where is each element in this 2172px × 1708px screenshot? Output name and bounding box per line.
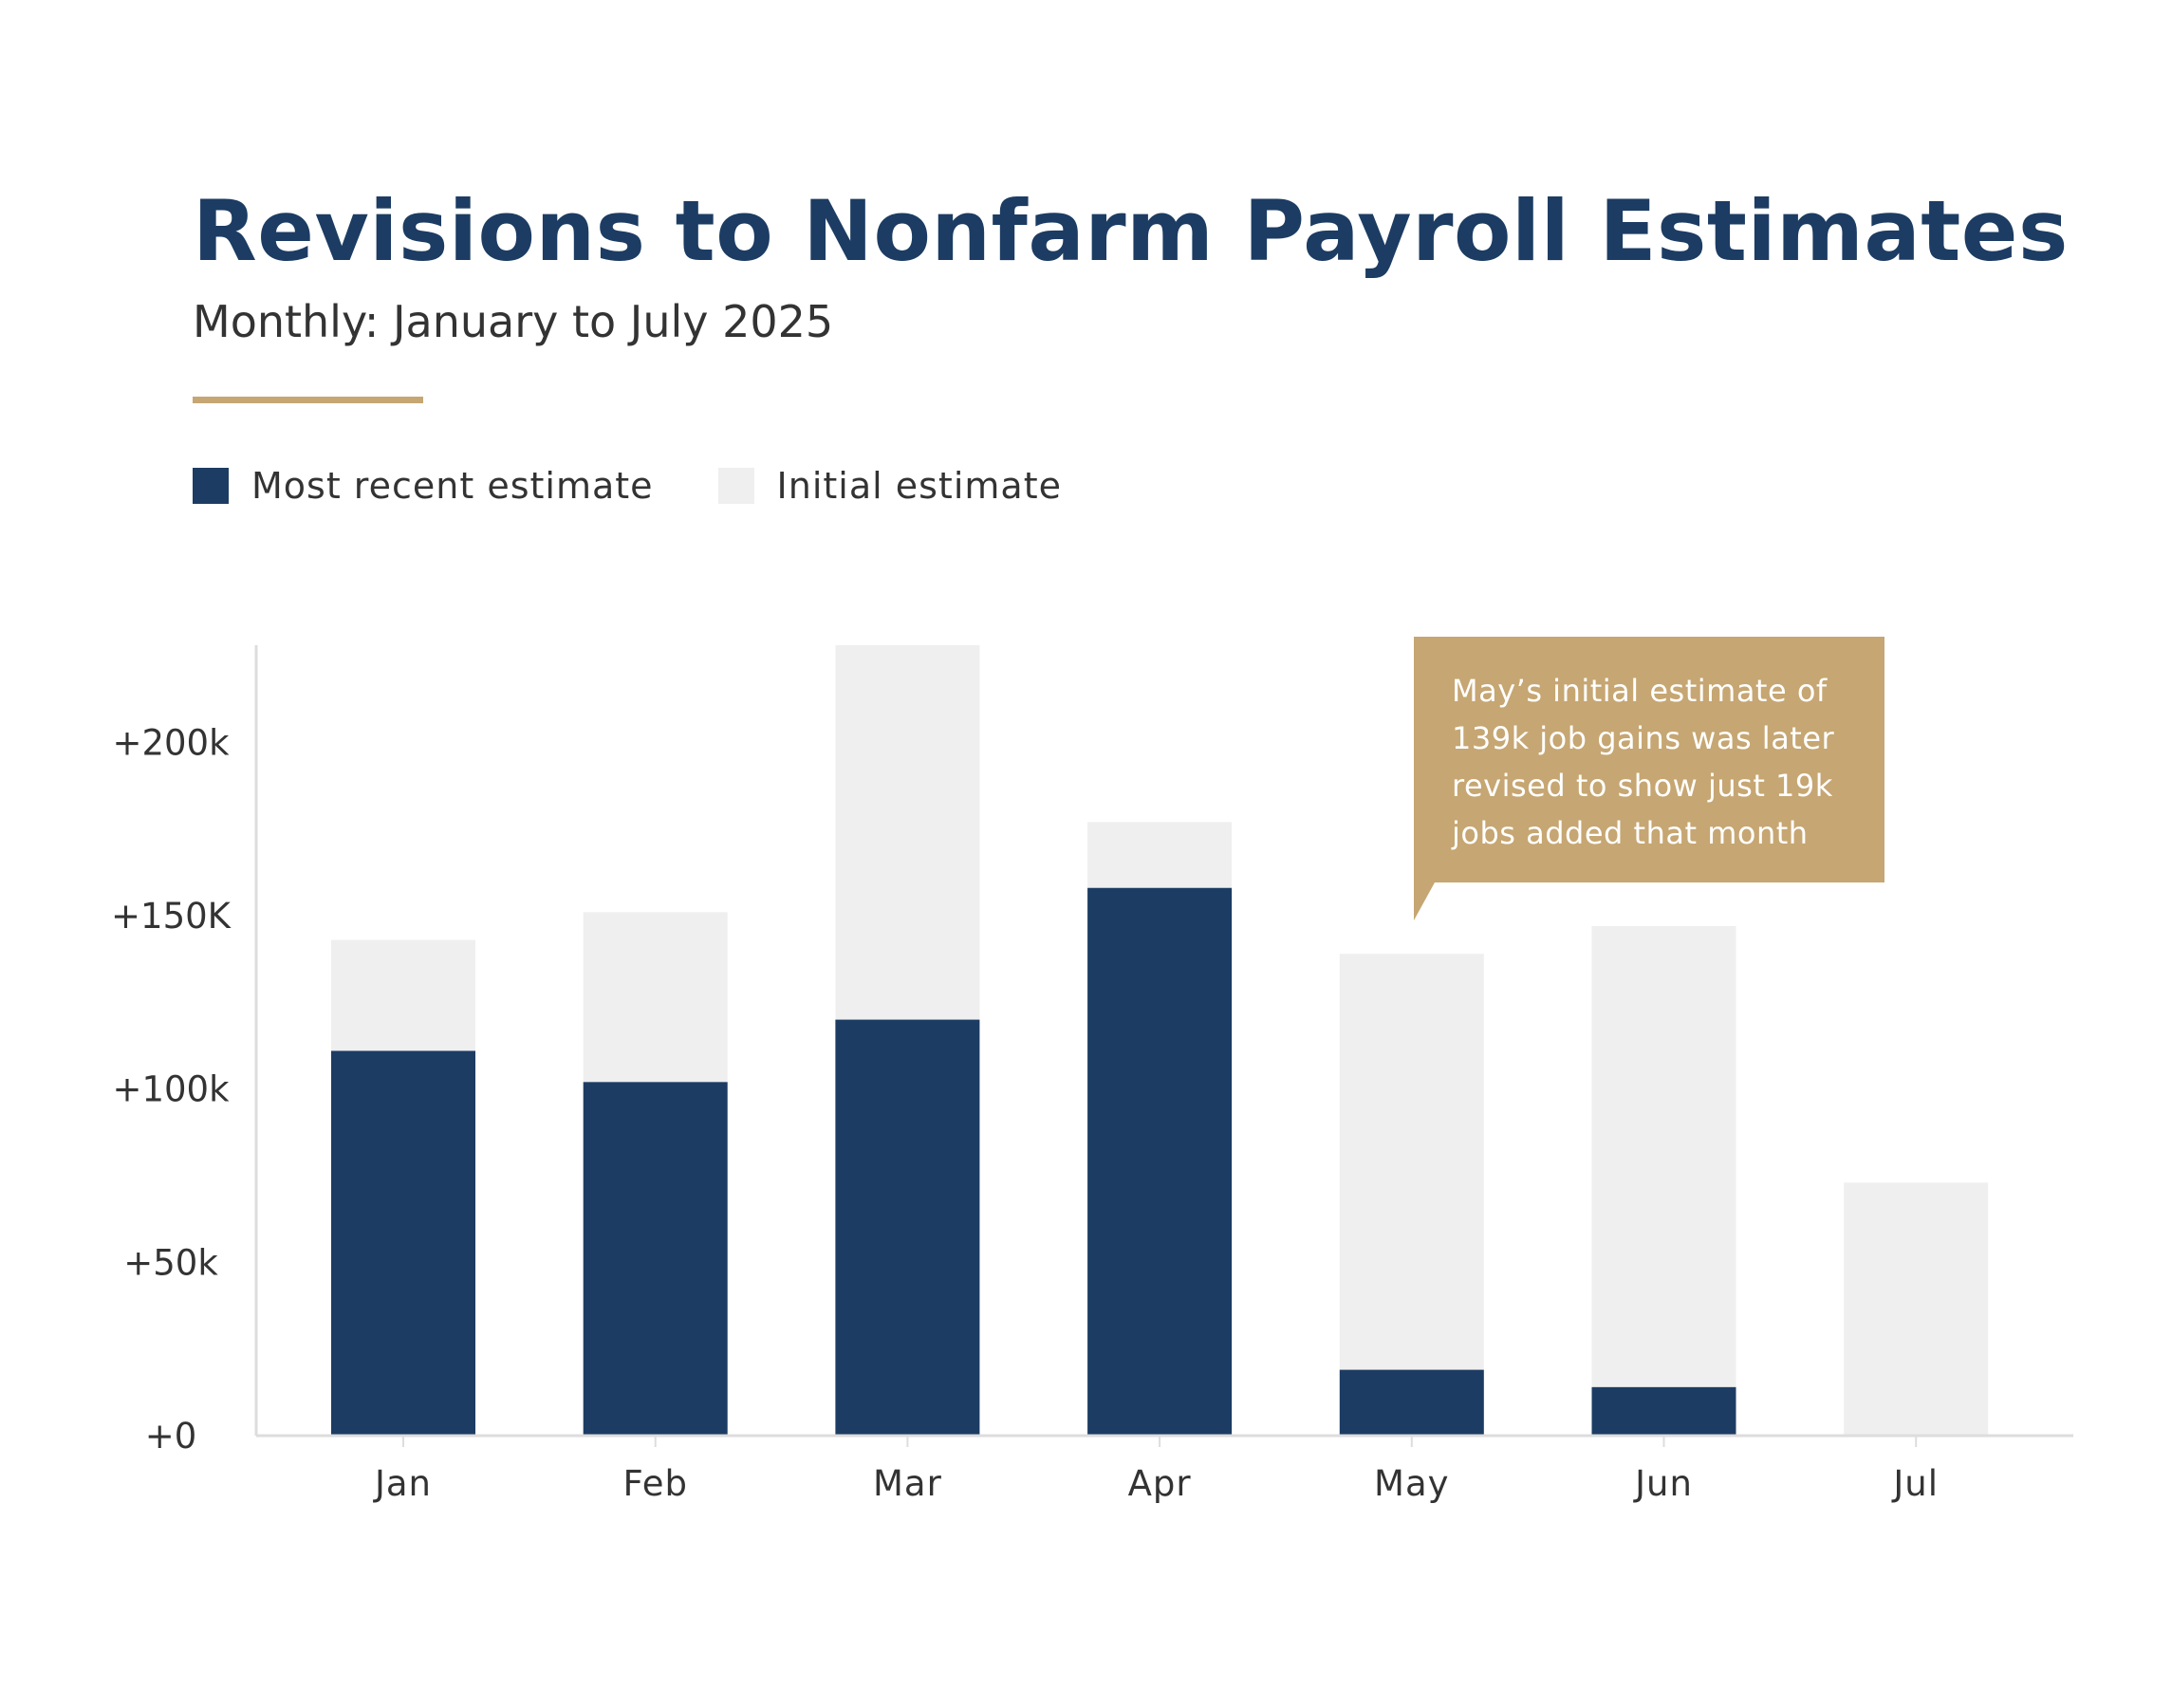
callout-line-1: May’s initial estimate of: [1452, 673, 1828, 709]
callout-pointer: [1414, 882, 1435, 920]
accent-rule: [193, 397, 423, 403]
x-tick-label-may: May: [1374, 1463, 1450, 1504]
x-tick-label-jan: Jan: [373, 1463, 432, 1504]
x-tick-label-jul: Jul: [1891, 1463, 1939, 1504]
legend-label-initial: Initial estimate: [776, 465, 1062, 507]
y-tick-label-0: +0: [145, 1416, 197, 1457]
legend-item-initial: Initial estimate: [717, 465, 1062, 507]
callout-line-3: revised to show just 19k: [1452, 768, 1833, 804]
y-tick-label-150: +150K: [111, 896, 232, 937]
y-tick-label-200: +200k: [112, 722, 230, 763]
bar-recent-jan: [331, 1050, 475, 1436]
callout-line-2: 139k job gains was later: [1452, 720, 1835, 756]
annotation-callout: May’s initial estimate of 139k job gains…: [1414, 637, 1884, 920]
callout-line-4: jobs added that month: [1452, 815, 1809, 851]
x-tick-label-feb: Feb: [622, 1463, 688, 1504]
bar-recent-apr: [1087, 887, 1233, 1436]
legend-swatch-initial: [717, 468, 754, 504]
x-tick-label-jun: Jun: [1633, 1463, 1693, 1504]
chart-subtitle: Monthly: January to July 2025: [193, 296, 834, 347]
y-tick-label-50: +50k: [123, 1242, 218, 1283]
x-tick-label-mar: Mar: [873, 1463, 942, 1504]
bar-initial-jun: [1591, 925, 1736, 1436]
legend-label-recent: Most recent estimate: [251, 465, 654, 507]
legend-item-recent: Most recent estimate: [193, 465, 654, 507]
bar-recent-may: [1339, 1369, 1484, 1436]
bar-initial-jul: [1844, 1182, 1989, 1436]
legend: Most recent estimate Initial estimate: [193, 465, 1126, 507]
bar-recent-mar: [835, 1019, 980, 1436]
x-tick-label-apr: Apr: [1128, 1463, 1192, 1504]
bar-recent-feb: [583, 1082, 728, 1436]
chart-title: Revisions to Nonfarm Payroll Estimates: [193, 182, 2069, 280]
bar-recent-jun: [1591, 1386, 1736, 1436]
bar-initial-may: [1339, 954, 1484, 1436]
y-tick-label-100: +100k: [112, 1069, 230, 1110]
legend-swatch-recent: [193, 468, 229, 504]
